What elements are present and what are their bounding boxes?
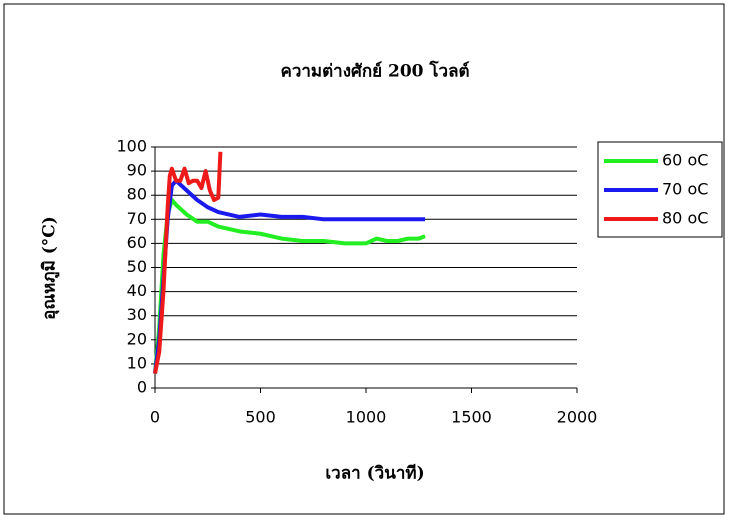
- y-tick-label: 60: [127, 233, 147, 252]
- y-tick-label: 10: [127, 353, 147, 372]
- y-tick-label: 100: [116, 137, 147, 156]
- y-tick-label: 0: [137, 378, 147, 397]
- y-tick-label: 40: [127, 281, 147, 300]
- y-tick-label: 30: [127, 305, 147, 324]
- y-tick-label: 20: [127, 329, 147, 348]
- y-tick-label: 50: [127, 257, 147, 276]
- legend-label: 60 oC: [662, 151, 708, 170]
- x-tick-label: 2000: [557, 408, 598, 427]
- y-tick-label: 90: [127, 161, 147, 180]
- chart-title: ความต่างศักย์ 200 โวลต์: [280, 61, 469, 82]
- y-axis-label: อุณหภูมิ (°C): [40, 216, 61, 320]
- x-axis-label: เวลา (วินาที): [325, 463, 424, 484]
- legend-label: 70 oC: [662, 180, 708, 199]
- x-tick-label: 0: [150, 408, 160, 427]
- x-tick-label: 1000: [346, 408, 387, 427]
- x-tick-label: 500: [245, 408, 276, 427]
- legend-label: 80 oC: [662, 209, 708, 228]
- y-tick-label: 80: [127, 185, 147, 204]
- y-tick-label: 70: [127, 209, 147, 228]
- x-tick-label: 1500: [451, 408, 492, 427]
- chart: ความต่างศักย์ 200 โวลต์ เวลา (วินาที) อุ…: [0, 0, 729, 520]
